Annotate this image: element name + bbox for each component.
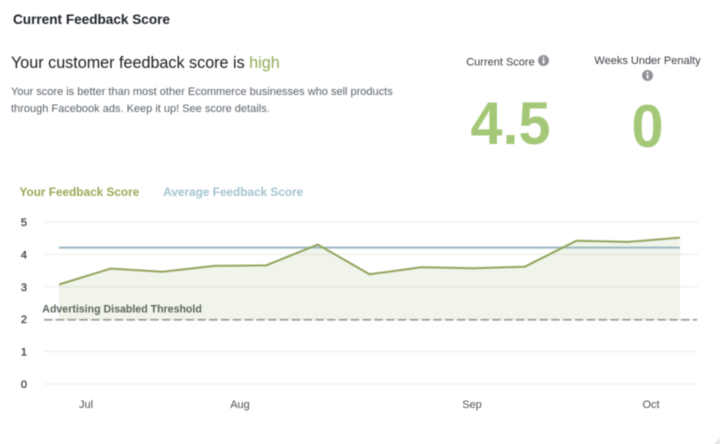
svg-text:Advertising Disabled Threshold: Advertising Disabled Threshold	[42, 304, 202, 316]
svg-text:5: 5	[21, 217, 27, 229]
svg-text:4: 4	[21, 249, 27, 261]
svg-text:1: 1	[21, 347, 27, 359]
svg-text:0: 0	[21, 379, 27, 391]
svg-text:2: 2	[21, 314, 27, 326]
svg-text:3: 3	[21, 282, 27, 294]
svg-text:Oct: Oct	[642, 399, 659, 411]
svg-text:Aug: Aug	[230, 399, 250, 411]
svg-text:Sep: Sep	[462, 399, 482, 411]
svg-text:Jul: Jul	[79, 399, 93, 411]
